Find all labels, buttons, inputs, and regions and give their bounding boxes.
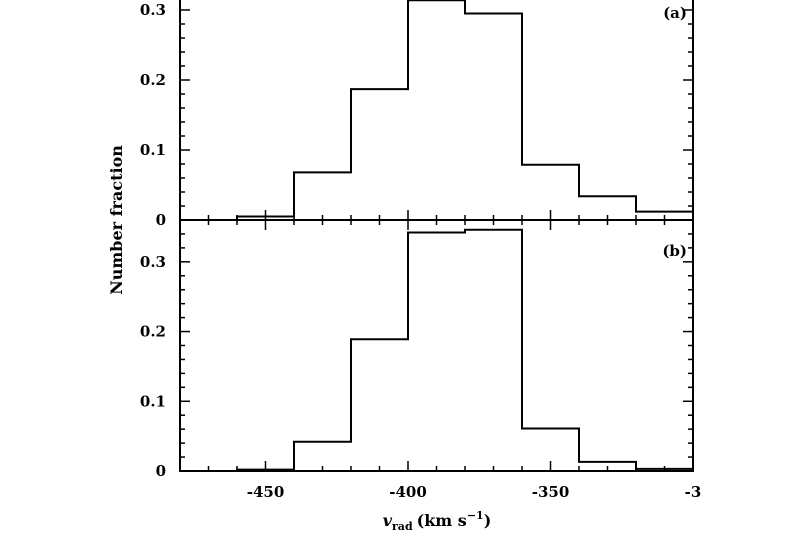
panel-a-bar	[636, 212, 693, 220]
x-axis-title-close: )	[484, 511, 492, 530]
panel-b-bar	[351, 339, 408, 471]
panel-a-y-tick-label: 0	[156, 211, 166, 229]
panel-a-histogram	[236, 0, 693, 220]
panel-b-bar	[237, 470, 294, 471]
x-axis-title: vrad (km s−1)	[383, 509, 492, 533]
panel-a-bar	[522, 165, 579, 220]
panel-b-bar	[579, 462, 636, 471]
panel-a-bar	[294, 172, 351, 220]
panel-b-label: (b)	[662, 242, 687, 260]
panel-a-bar	[351, 89, 408, 220]
panel-b: 0 0.1 0.2 0.3 (b)	[140, 219, 694, 480]
panel-a-y-tick-label: 0.3	[140, 1, 166, 19]
panel-a-bar	[408, 0, 465, 220]
panel-b-bar	[408, 233, 465, 471]
x-tick-labels: -450 -400 -350 -3	[247, 483, 702, 501]
panel-b-bar	[636, 469, 693, 471]
x-tick-label: -400	[389, 483, 427, 501]
panel-a-y-tick-label: 0.1	[140, 141, 166, 159]
panel-b-y-tick-label: 0	[156, 462, 166, 480]
panel-b-bar	[465, 230, 522, 471]
panel-b-y-tick-label: 0.2	[140, 323, 166, 341]
panel-b-bar	[294, 442, 351, 471]
panel-b-y-tick-label: 0.1	[140, 392, 166, 410]
panel-a-y-tick-label: 0.2	[140, 71, 166, 89]
panel-a: 0 0.1 0.2 0.3 (a)	[140, 0, 694, 229]
x-tick-label: -350	[532, 483, 570, 501]
panel-a-bar	[579, 196, 636, 220]
panel-b-histogram	[236, 228, 693, 471]
x-axis-title-exp: −1	[467, 509, 484, 522]
y-axis-title: Number fraction	[107, 145, 126, 295]
panel-a-label: (a)	[663, 4, 687, 22]
x-tick-label: -3	[685, 483, 702, 501]
x-axis-title-sub: rad	[392, 520, 413, 533]
x-axis-title-units: (km s	[417, 511, 467, 530]
x-axis-title-var: v	[383, 511, 393, 530]
x-tick-label: -450	[247, 483, 285, 501]
panel-a-bar	[465, 14, 522, 221]
panel-b-bar	[522, 428, 579, 471]
panel-b-y-tick-label: 0.3	[140, 253, 166, 271]
